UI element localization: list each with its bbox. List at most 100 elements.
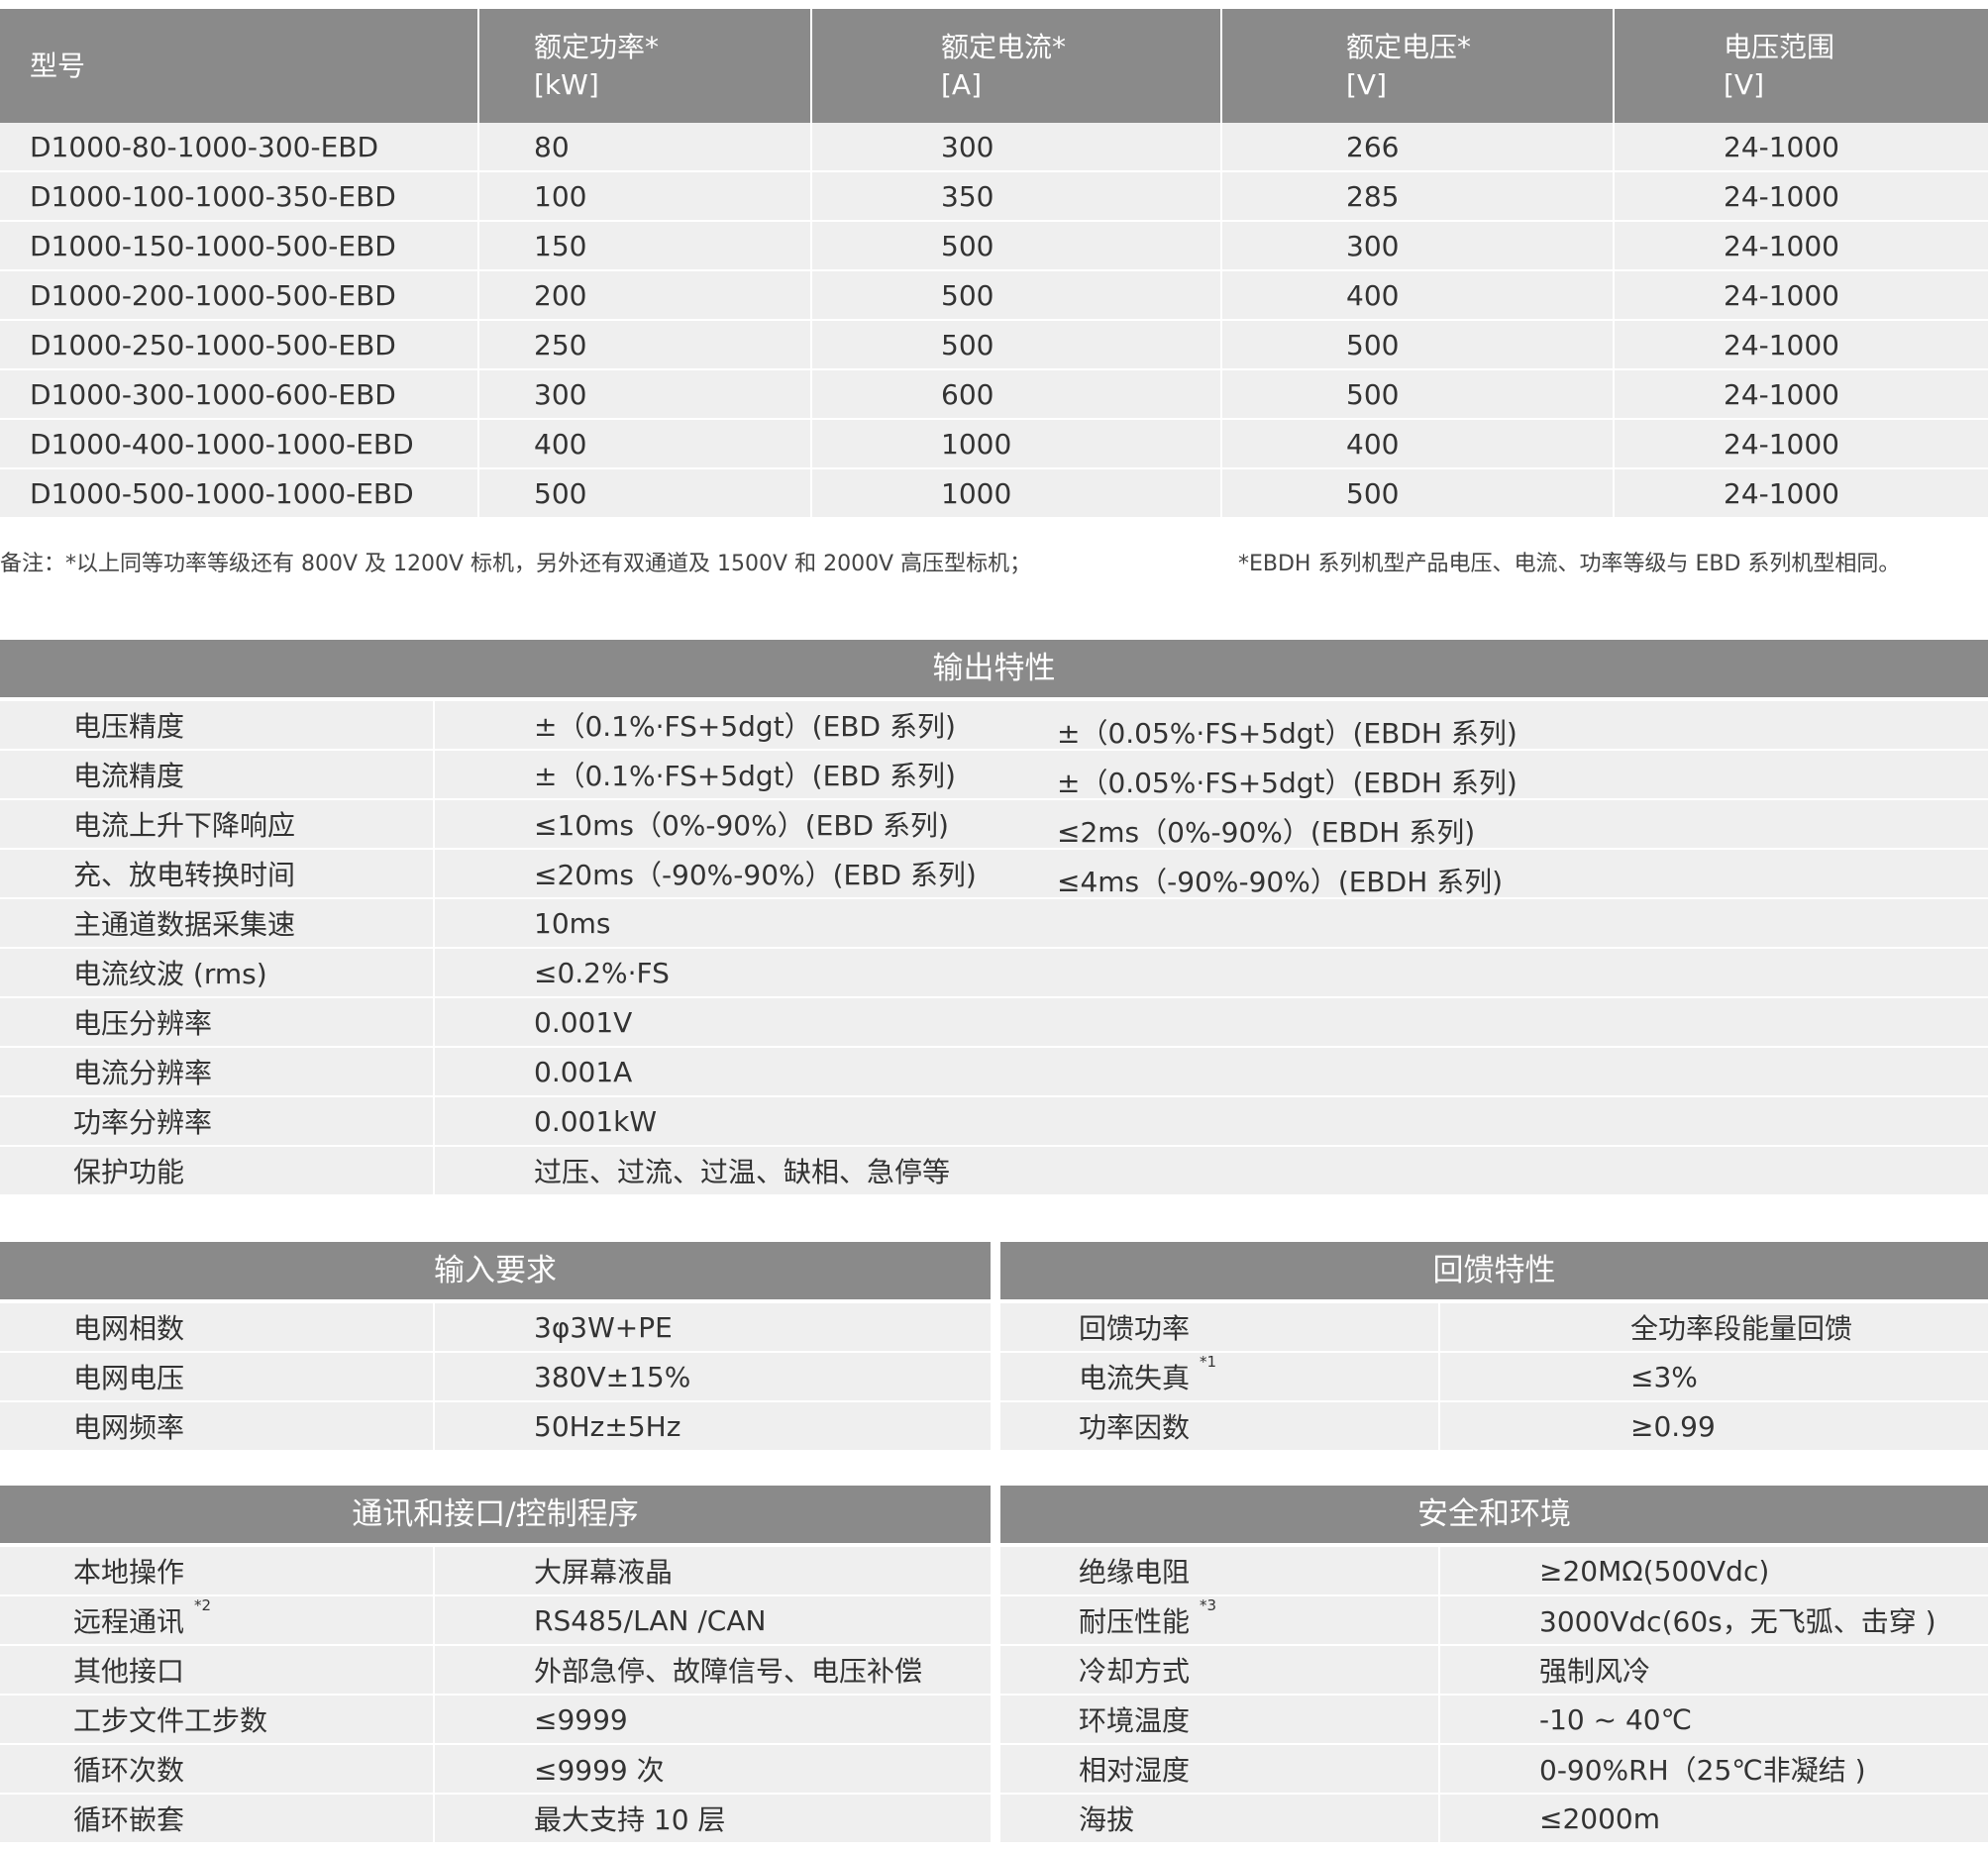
spec-row: 电压精度 ±（0.1%·FS+5dgt）(EBD 系列) ±（0.05%·FS+5d…: [0, 701, 1988, 751]
table-cell: 24-1000: [1614, 123, 1988, 172]
spec-row: 工步文件工步数 ≤9999: [0, 1695, 991, 1745]
table-cell: 500: [1221, 468, 1615, 519]
spec-label-cell: 相对湿度: [1000, 1744, 1440, 1795]
spec-value-cell: 10ms: [434, 898, 1988, 949]
table-cell: 500: [811, 221, 1222, 271]
column-header: 额定功率* [kW]: [478, 9, 812, 123]
spec-value-ebd: ≤0.2%·FS: [534, 956, 670, 989]
spec-value-ebd: 0.001kW: [534, 1104, 658, 1138]
spec-label: 电网相数: [73, 1312, 185, 1345]
spec-value-ebd: 过压、过流、过温、缺相、急停等: [534, 1156, 951, 1188]
spec-label: 功率因数: [1079, 1411, 1191, 1444]
spec-label: 其他接口: [73, 1655, 185, 1688]
spec-row: 循环嵌套 最大支持 10 层: [0, 1794, 991, 1844]
spec-label: 电压分辨率: [0, 997, 435, 1048]
table-cell: D1000-100-1000-350-EBD: [0, 171, 479, 222]
spec-label-cell: 电网频率: [0, 1401, 435, 1452]
spec-value: ≤2000m: [1439, 1794, 1988, 1844]
spec-label-cell: 循环次数: [0, 1744, 435, 1795]
spec-value: ≥0.99: [1439, 1401, 1988, 1452]
spec-value: ≤9999: [434, 1695, 991, 1745]
table-cell: D1000-150-1000-500-EBD: [0, 221, 479, 271]
spec-row: 耐压性能 *3 3000Vdc(60s，无飞弧、击穿 ): [1000, 1595, 1988, 1646]
spec-label: 功率分辨率: [0, 1096, 435, 1147]
spec-label: 耐压性能: [1079, 1605, 1191, 1638]
spec-row: 循环次数 ≤9999 次: [0, 1744, 991, 1795]
table-row: D1000-200-1000-500-EBD 200 500 400 24-1000: [0, 270, 1988, 321]
spec-value: 全功率段能量回馈: [1439, 1303, 1988, 1353]
models-table: 型号 额定功率* [kW] 额定电流* [A] 额定电压* [V] 电压范围 [V] D1000…: [0, 9, 1988, 519]
comm-title: 通讯和接口/控制程序: [0, 1486, 991, 1543]
feedback-title: 回馈特性: [1000, 1242, 1988, 1299]
table-cell: 266: [1221, 123, 1615, 172]
table-cell: 400: [1221, 419, 1615, 469]
spec-row: 回馈功率 全功率段能量回馈: [1000, 1303, 1988, 1353]
safety-section: 安全和环境 绝缘电阻 ≥20MΩ(500Vdc) 耐压性能 *3 3000Vdc(60s，…: [1000, 1486, 1988, 1844]
header-line1: 电压范围: [1724, 30, 1835, 63]
spec-label: 回馈功率: [1079, 1312, 1191, 1345]
table-row: D1000-80-1000-300-EBD 80 300 266 24-1000: [0, 123, 1988, 172]
footnote-marker: *2: [194, 1596, 212, 1614]
spec-value-ebd: ±（0.1%·FS+5dgt）(EBD 系列): [534, 710, 956, 743]
spec-value-cell: ≤10ms（0%-90%）(EBD 系列) ≤2ms（0%-90%）(EBDH 系…: [434, 799, 1988, 850]
spec-value: 3φ3W+PE: [434, 1303, 991, 1353]
spec-label: 电压精度: [0, 701, 435, 751]
footnote-marker: *3: [1200, 1596, 1217, 1614]
header-line2: [V]: [1724, 67, 1765, 101]
spec-value-ebd: ≤20ms（-90%-90%）(EBD 系列): [534, 859, 977, 891]
table-cell: 400: [1221, 270, 1615, 321]
spec-value: ≤9999 次: [434, 1744, 991, 1795]
feedback-section: 回馈特性 回馈功率 全功率段能量回馈 电流失真 *1 ≤3% 功率因数 ≥0.99: [1000, 1242, 1988, 1452]
spec-label-cell: 工步文件工步数: [0, 1695, 435, 1745]
table-row: D1000-500-1000-1000-EBD 500 1000 500 24-1000: [0, 468, 1988, 519]
spec-value: ≤3%: [1439, 1352, 1988, 1402]
spec-value-ebd: ≤10ms（0%-90%）(EBD 系列): [534, 809, 949, 842]
table-cell: 500: [1221, 320, 1615, 370]
table-cell: 24-1000: [1614, 221, 1988, 271]
header-line1: 额定电流*: [941, 30, 1067, 63]
spec-value-ebdh: ±（0.05%·FS+5dgt）(EBDH 系列): [1057, 767, 1517, 799]
table-cell: 1000: [811, 419, 1222, 469]
output-title: 输出特性: [0, 640, 1988, 697]
spec-row: 海拔 ≤2000m: [1000, 1794, 1988, 1844]
spec-row: 电压分辨率 0.001V: [0, 997, 1988, 1048]
spec-label: 海拔: [1079, 1803, 1135, 1836]
header-line2: [kW]: [534, 67, 599, 101]
spec-label-cell: 远程通讯 *2: [0, 1595, 435, 1646]
spec-label: 保护功能: [0, 1146, 435, 1196]
column-header: 额定电流* [A]: [811, 9, 1222, 123]
table-cell: 80: [478, 123, 812, 172]
table-cell: 24-1000: [1614, 171, 1988, 222]
spec-value: 最大支持 10 层: [434, 1794, 991, 1844]
spec-value-cell: 过压、过流、过温、缺相、急停等: [434, 1146, 1988, 1196]
table-cell: 24-1000: [1614, 320, 1988, 370]
spec-row: 电流上升下降响应 ≤10ms（0%-90%）(EBD 系列) ≤2ms（0%-90%…: [0, 799, 1988, 850]
spec-value: 外部急停、故障信号、电压补偿: [434, 1645, 991, 1696]
input-section: 输入要求 电网相数 3φ3W+PE 电网电压 380V±15% 电网频率 50Hz±5Hz: [0, 1242, 991, 1452]
table-cell: 24-1000: [1614, 270, 1988, 321]
spec-label-cell: 冷却方式: [1000, 1645, 1440, 1696]
spec-value: RS485/LAN /CAN: [434, 1595, 991, 1646]
spec-label: 电网频率: [73, 1411, 185, 1444]
spec-row: 电流纹波 (rms) ≤0.2%·FS: [0, 948, 1988, 998]
table-cell: 500: [811, 320, 1222, 370]
footnote-marker: *1: [1200, 1353, 1217, 1371]
spec-value-cell: ≤0.2%·FS: [434, 948, 1988, 998]
spec-row: 环境温度 -10 ~ 40℃: [1000, 1695, 1988, 1745]
spec-label-cell: 功率因数: [1000, 1401, 1440, 1452]
table-cell: D1000-400-1000-1000-EBD: [0, 419, 479, 469]
spec-value: 大屏幕液晶: [434, 1547, 991, 1596]
header-line1: 额定功率*: [534, 30, 660, 63]
spec-value-ebdh: ≤2ms（0%-90%）(EBDH 系列): [1057, 816, 1476, 849]
comm-section: 通讯和接口/控制程序 本地操作 大屏幕液晶 远程通讯 *2 RS485/LAN /CAN 其…: [0, 1486, 991, 1844]
table-cell: 200: [478, 270, 812, 321]
spec-label: 环境温度: [1079, 1704, 1191, 1737]
spec-label: 电网电压: [73, 1362, 185, 1394]
table-cell: 500: [478, 468, 812, 519]
column-header: 电压范围 [V]: [1614, 9, 1988, 123]
table-cell: D1000-500-1000-1000-EBD: [0, 468, 479, 519]
spec-label-cell: 海拔: [1000, 1794, 1440, 1844]
spec-label-cell: 电网电压: [0, 1352, 435, 1402]
table-cell: 300: [478, 369, 812, 420]
column-header: 额定电压* [V]: [1221, 9, 1615, 123]
